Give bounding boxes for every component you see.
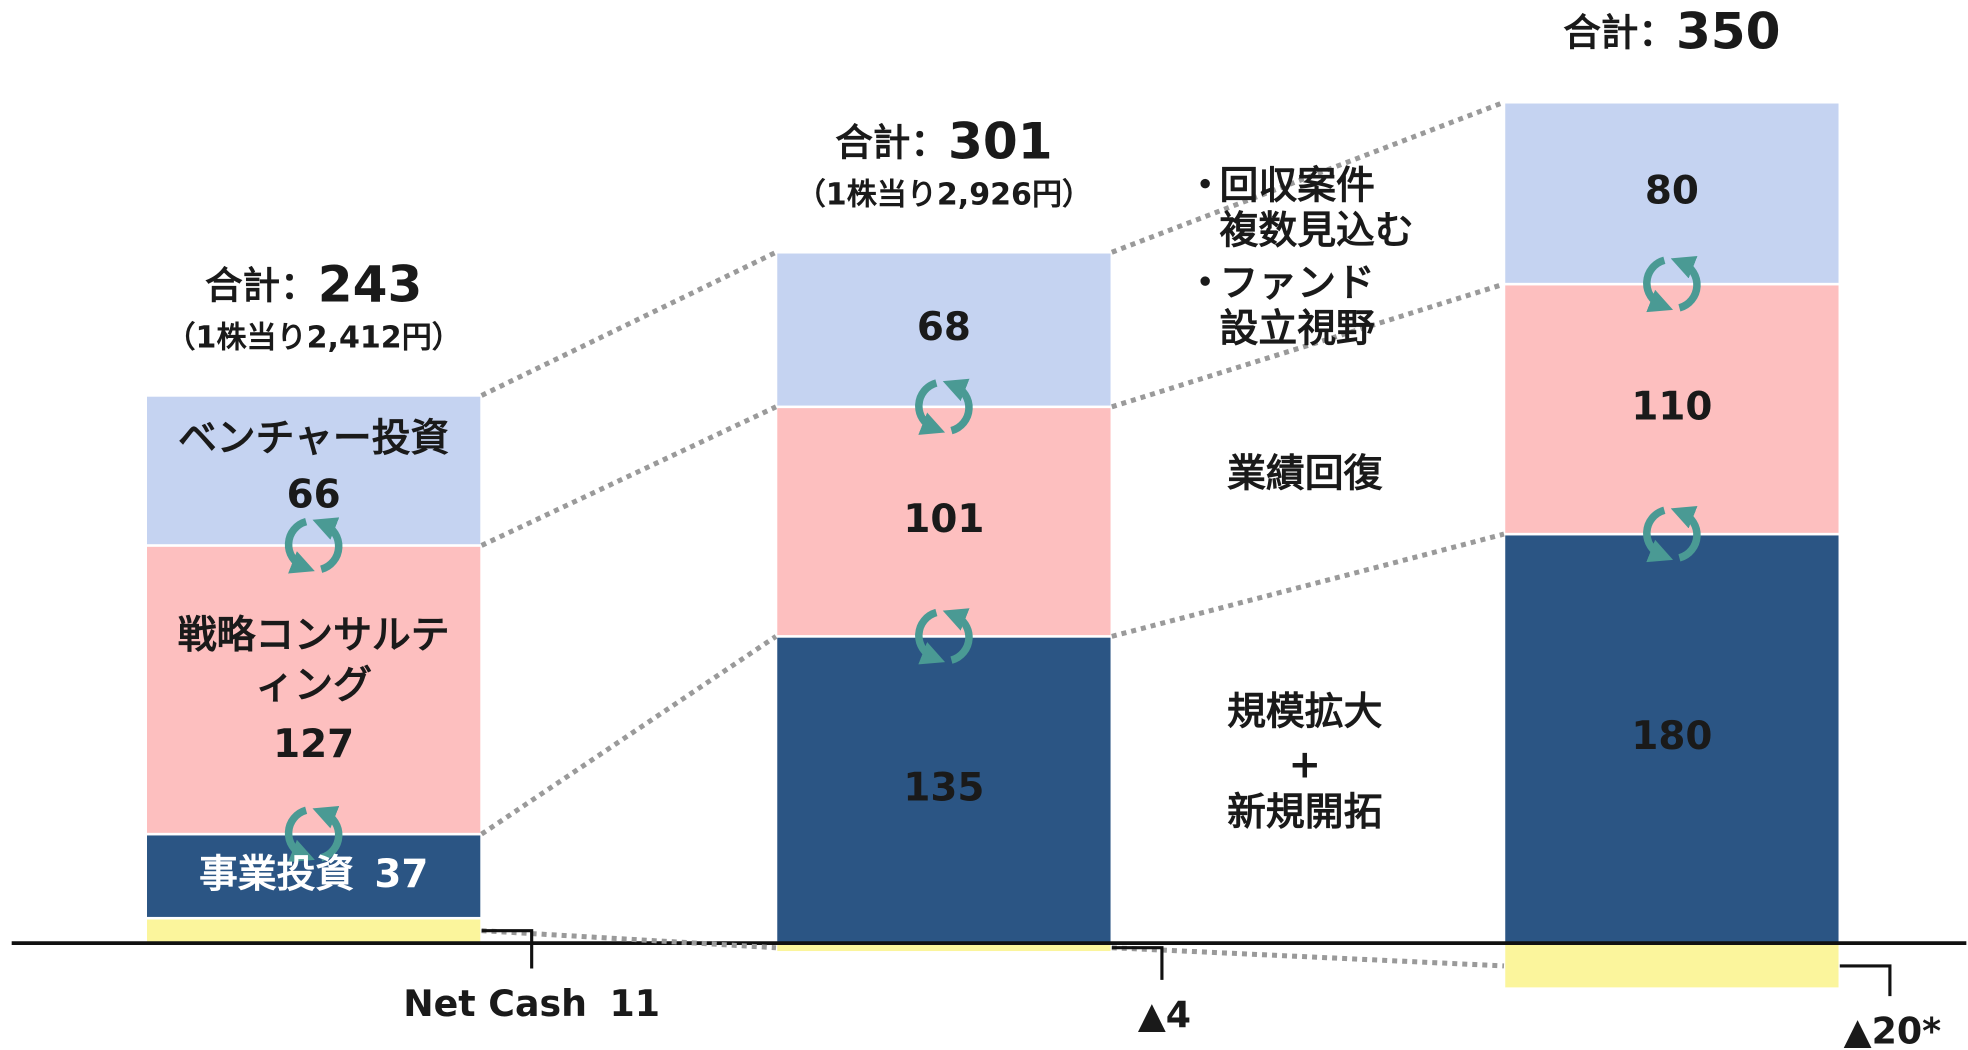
annotation: 複数見込む	[1220, 209, 1414, 254]
connector	[1111, 531, 1505, 639]
cycle-arrow	[942, 608, 973, 664]
bar-segment	[774, 635, 1114, 945]
segment-label: 事業投資 37	[199, 852, 428, 897]
per-share-label: （1株当り2,926円）	[796, 177, 1092, 212]
annotation: ・	[1186, 163, 1225, 208]
series-name: ベンチャー投資	[178, 416, 449, 461]
value-label: 110	[1631, 385, 1712, 430]
connector	[480, 404, 778, 548]
bracket	[1839, 964, 1892, 997]
series-name-box: 戦略コンサルティング	[177, 613, 450, 709]
connector	[480, 634, 778, 837]
value-label: 37	[374, 852, 428, 897]
value-label: 127	[273, 722, 354, 767]
bar-segment	[1502, 532, 1842, 945]
annotation: ファンド	[1220, 261, 1375, 306]
total-prefix: 合計：	[835, 120, 948, 164]
cycle-arrow	[312, 517, 343, 573]
series-name: 事業投資	[199, 852, 354, 897]
cycle-arrow	[1643, 256, 1674, 313]
total-prefix: 合計：	[1563, 10, 1676, 54]
cycle-arrow	[942, 378, 973, 435]
connector	[1111, 281, 1505, 410]
total-value: 350	[1676, 1, 1781, 60]
per-share-label: （1株当り2,412円）	[165, 321, 461, 356]
net-cash-label: Net Cash 11	[403, 982, 660, 1025]
bar-segment	[1502, 941, 1842, 990]
bar-segment	[144, 916, 483, 945]
series-name: 戦略コンサルティング	[177, 613, 450, 709]
annotation: 業績回復	[1227, 452, 1383, 497]
cycle-arrow	[1670, 506, 1701, 562]
value-label: ▲20*	[1844, 1010, 1942, 1050]
total-value: 301	[948, 111, 1053, 170]
value-label: 68	[917, 305, 971, 350]
annotation: 規模拡大	[1227, 690, 1382, 735]
bar-segment	[144, 544, 483, 836]
value-label: 180	[1631, 714, 1712, 759]
value-label: 66	[287, 472, 341, 517]
annotation: 設立視野	[1220, 306, 1375, 351]
annotation: ・	[1186, 261, 1225, 306]
annotation: 回収案件	[1220, 163, 1375, 208]
annotation: +	[1288, 742, 1321, 787]
cycle-arrow	[284, 518, 315, 574]
bar-segment	[1502, 101, 1842, 286]
connector	[481, 928, 777, 951]
total-label: 合計：350	[1563, 1, 1780, 60]
value-label: 101	[903, 497, 984, 542]
total-label: 合計：243	[205, 254, 422, 313]
connector	[480, 250, 778, 398]
value-label: 80	[1645, 169, 1699, 214]
annotation: 新規開拓	[1227, 790, 1382, 835]
cycle-arrow	[915, 379, 946, 435]
value-label: 135	[903, 765, 984, 810]
bracket	[1111, 946, 1164, 980]
cycle-arrow	[1643, 506, 1674, 563]
series-name: Net Cash	[403, 982, 587, 1025]
bar-segment	[144, 394, 483, 547]
connector	[1111, 945, 1505, 969]
value-label: 11	[610, 982, 661, 1025]
total-value: 243	[318, 254, 423, 313]
bar-segment	[1502, 282, 1842, 536]
value-label: ▲4	[1138, 993, 1191, 1036]
cycle-arrow	[284, 806, 315, 863]
cycle-arrow	[1670, 256, 1701, 312]
bracket	[481, 929, 534, 969]
cycle-arrow	[915, 608, 946, 665]
cycle-arrow	[312, 806, 343, 862]
total-label: 合計：301	[835, 111, 1052, 170]
total-prefix: 合計：	[205, 263, 318, 307]
